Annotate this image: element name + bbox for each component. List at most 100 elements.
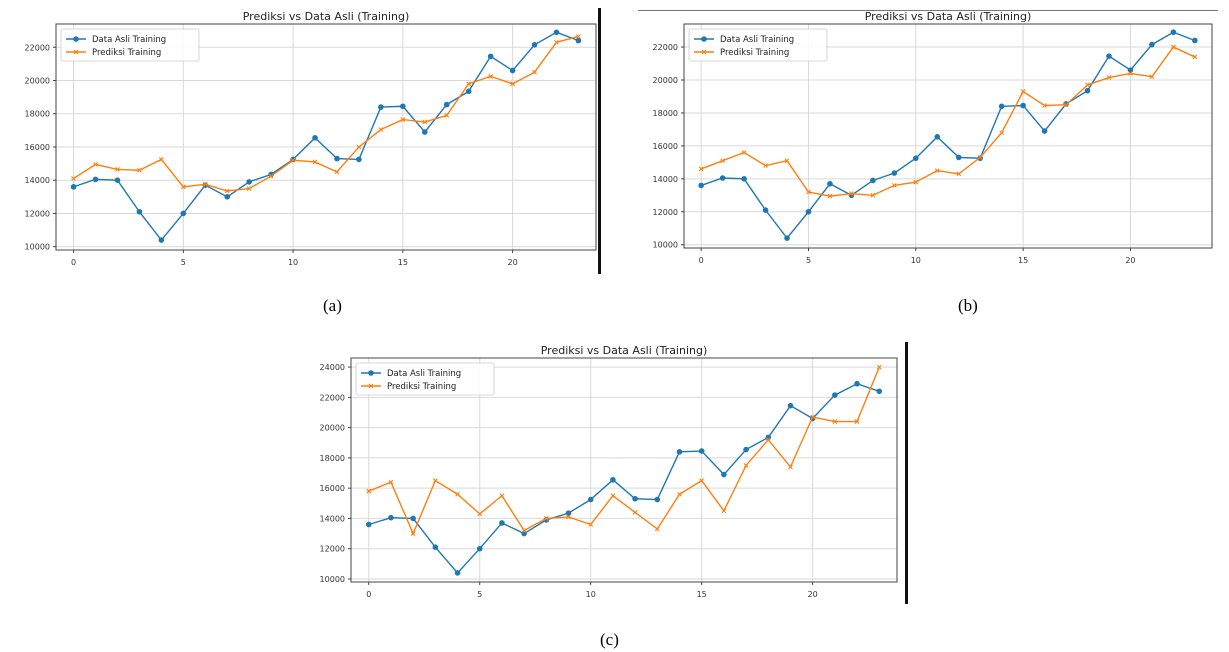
data-point-prediction (366, 488, 372, 494)
x-tick-label: 10 (911, 256, 921, 265)
data-point-actual (1192, 37, 1198, 44)
y-tick-label: 10000 (320, 575, 345, 584)
data-point-prediction (246, 186, 252, 191)
y-tick-label: 18000 (653, 109, 678, 118)
data-point-actual (334, 155, 340, 162)
legend-swatch-marker (73, 36, 79, 42)
series-line-prediction (368, 366, 880, 536)
data-point-actual (410, 515, 416, 522)
series-line-actual (368, 382, 880, 574)
data-point-actual (1041, 128, 1048, 134)
data-point-prediction (477, 511, 483, 517)
data-point-prediction (854, 419, 860, 424)
data-point-actual (565, 510, 572, 516)
data-point-prediction (743, 463, 749, 468)
y-tick-label: 14000 (320, 514, 345, 523)
data-point-actual (454, 570, 461, 576)
data-point-prediction (488, 73, 494, 79)
data-point-actual (521, 530, 527, 537)
data-point-actual (158, 237, 165, 243)
data-point-prediction (832, 419, 838, 424)
y-tick-label: 18000 (320, 454, 345, 463)
data-point-actual (698, 182, 704, 189)
data-point-actual (465, 88, 472, 95)
data-point-prediction (543, 516, 549, 521)
x-tick-label: 0 (71, 258, 76, 267)
chart-panel-b: 0 5 10 15 20 10000 12000 14000 16000 18000 20000 22… (638, 10, 1218, 265)
data-point-prediction (588, 522, 594, 527)
data-point-prediction (720, 158, 726, 164)
data-point-prediction (422, 119, 428, 125)
x-tick-label: 20 (507, 258, 517, 267)
data-point-actual (388, 514, 394, 521)
data-point-actual (531, 41, 538, 48)
legend-box (60, 28, 200, 62)
data-point-actual (432, 544, 439, 550)
data-point-actual (487, 53, 494, 60)
data-point-prediction (93, 162, 98, 167)
series-line-prediction (73, 35, 579, 192)
data-point-prediction (891, 183, 897, 188)
data-point-prediction (521, 528, 527, 533)
plot-frame (55, 23, 597, 251)
data-point-actual (876, 388, 883, 395)
data-point-prediction (71, 176, 76, 181)
x-tick-label: 20 (808, 590, 818, 599)
data-point-actual (827, 180, 833, 187)
data-point-prediction (576, 34, 581, 39)
data-point-prediction (999, 130, 1005, 136)
data-point-actual (365, 521, 372, 528)
data-point-prediction (455, 491, 460, 497)
data-point-prediction (290, 157, 296, 163)
data-point-actual (676, 449, 683, 455)
legend-box (355, 362, 495, 396)
data-point-actual (312, 135, 318, 141)
panel-a-right-border (598, 8, 601, 274)
data-point-actual (246, 179, 252, 185)
data-point-prediction (400, 117, 406, 122)
data-point-actual (443, 101, 450, 108)
data-point-prediction (977, 155, 983, 160)
data-point-actual (1084, 87, 1091, 94)
data-point-prediction (224, 188, 230, 194)
data-point-actual (934, 134, 941, 140)
data-point-actual (476, 545, 483, 552)
y-tick-label: 24000 (320, 363, 345, 372)
data-point-actual (805, 208, 812, 215)
y-tick-label: 18000 (25, 110, 50, 119)
plot-area (56, 24, 596, 250)
x-tick-label: 10 (288, 258, 298, 267)
data-point-actual (553, 29, 560, 36)
y-tick-label: 12000 (653, 208, 678, 217)
data-point-prediction (765, 437, 771, 443)
data-point-prediction (510, 81, 515, 87)
x-tick-label: 15 (1018, 256, 1028, 265)
chart-panel-c: 0 5 10 15 20 10000 12000 14000 16000 18000 20000 22… (303, 344, 907, 599)
plot-frame (683, 23, 1213, 249)
y-tick-label: 20000 (320, 424, 345, 433)
chart-panel-a: 0 5 10 15 20 10000 12000 14000 16000 18000 20000 22… (10, 10, 602, 272)
chart-c-svg: 0 5 10 15 20 10000 12000 14000 16000 18000 20000 22… (320, 344, 898, 599)
panel-b-top-border (638, 10, 1218, 11)
data-point-prediction (1063, 102, 1069, 108)
data-point-actual (1020, 102, 1026, 109)
x-tick-label: 5 (477, 590, 482, 599)
data-point-actual (741, 176, 747, 182)
data-point-actual (698, 448, 705, 454)
data-point-actual (1149, 41, 1155, 48)
data-point-prediction (444, 113, 450, 118)
data-point-prediction (158, 157, 164, 162)
y-tick-label: 22000 (320, 393, 345, 402)
y-tick-label: 16000 (320, 484, 345, 493)
series-line-actual (73, 31, 579, 242)
data-point-prediction (554, 39, 559, 45)
legend-swatch-marker (368, 383, 374, 389)
data-point-actual (378, 104, 384, 110)
y-tick-label: 16000 (653, 142, 678, 151)
data-point-prediction (876, 364, 882, 370)
data-point-prediction (698, 166, 704, 172)
data-point-actual (70, 184, 77, 190)
data-point-actual (575, 37, 582, 44)
data-point-prediction (566, 514, 571, 520)
data-point-actual (356, 156, 362, 163)
